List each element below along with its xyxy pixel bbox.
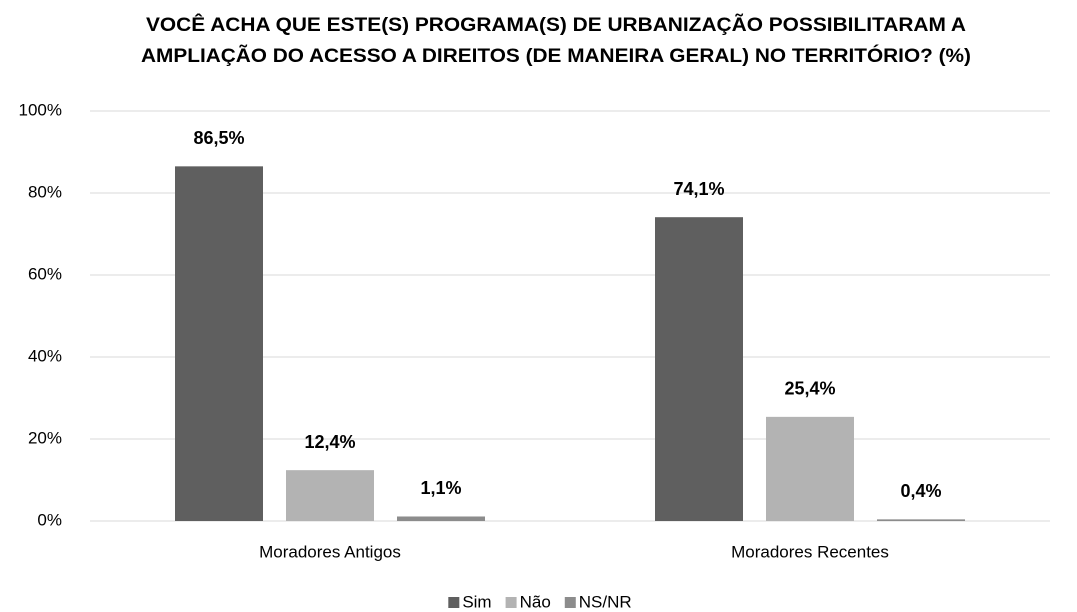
y-tick-label: 60% — [28, 264, 62, 283]
y-tick-label: 0% — [37, 510, 62, 529]
bar — [655, 217, 743, 521]
bar — [397, 516, 485, 521]
y-tick-label: 40% — [28, 346, 62, 365]
value-label: 74,1% — [673, 179, 724, 199]
bar — [175, 166, 263, 521]
value-label: 12,4% — [304, 432, 355, 452]
legend-swatch — [448, 597, 460, 608]
legend-swatch — [505, 597, 517, 608]
bar — [766, 416, 854, 521]
y-tick-label: 100% — [19, 100, 62, 119]
x-tick-label: Moradores Recentes — [731, 542, 889, 561]
value-label: 1,1% — [420, 478, 461, 498]
legend-label: NS/NR — [579, 592, 632, 611]
bar — [286, 470, 374, 521]
chart-title: VOCÊ ACHA QUE ESTE(S) PROGRAMA(S) DE URB… — [146, 14, 966, 36]
legend-swatch — [564, 597, 576, 608]
y-tick-label: 80% — [28, 182, 62, 201]
legend-label: Não — [520, 592, 551, 611]
value-label: 86,5% — [193, 128, 244, 148]
value-label: 0,4% — [900, 481, 941, 501]
y-tick-label: 20% — [28, 428, 62, 447]
legend-label: Sim — [462, 592, 491, 611]
value-label: 25,4% — [784, 379, 835, 399]
bar — [877, 519, 965, 521]
chart-title: AMPLIAÇÃO DO ACESSO A DIREITOS (DE MANEI… — [141, 45, 971, 67]
x-tick-label: Moradores Antigos — [259, 542, 401, 561]
